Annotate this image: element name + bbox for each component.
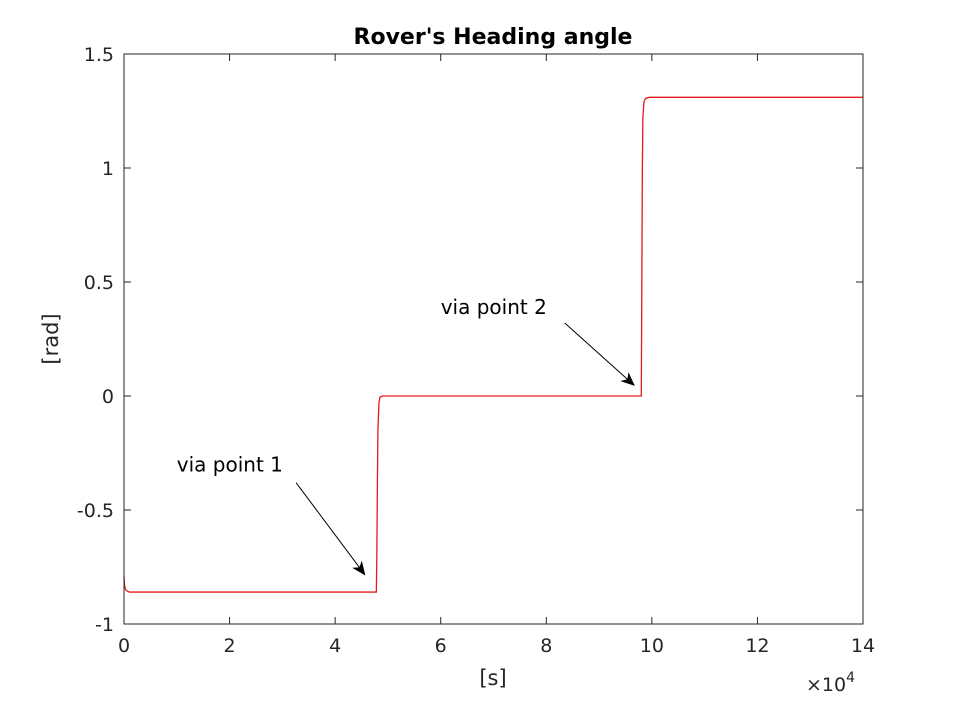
plot-background <box>124 54 863 624</box>
x-axis-ticks: 0 2 4 6 8 10 12 14 <box>118 54 875 657</box>
x-axis-label: [s] <box>479 666 506 690</box>
x-tick-label: 2 <box>224 635 236 657</box>
x-tick-label: 10 <box>640 635 664 657</box>
y-tick-label: 1 <box>102 158 114 180</box>
chart-title: Rover's Heading angle <box>354 25 633 50</box>
y-axis-label: [rad] <box>39 313 63 364</box>
y-tick-label: -0.5 <box>77 500 114 522</box>
x-tick-label: 4 <box>329 635 341 657</box>
annotation-arrow-1 <box>295 482 366 576</box>
x-tick-label: 12 <box>745 635 769 657</box>
x-tick-label: 0 <box>118 635 130 657</box>
x-tick-label: 14 <box>851 635 875 657</box>
x-tick-label: 6 <box>435 635 447 657</box>
y-tick-label: 0.5 <box>84 272 114 294</box>
annotation-arrow-2 <box>564 322 635 386</box>
annotation-label-2: via point 2 <box>441 295 547 319</box>
annotation-label-1: via point 1 <box>177 452 283 476</box>
x-axis-exponent-base: ×10 <box>806 674 846 696</box>
series-layer <box>123 96 863 593</box>
plot-frame <box>123 53 864 625</box>
series-line-0 <box>123 96 863 593</box>
y-axis-ticks: -1 -0.5 0 0.5 1 1.5 <box>77 44 863 636</box>
y-tick-label: -1 <box>95 614 114 636</box>
x-axis-exponent: ×104 <box>806 670 855 696</box>
annotation-layer: via point 1 via point 2 <box>177 295 635 576</box>
x-axis-exponent-power: 4 <box>846 670 855 686</box>
x-tick-label: 8 <box>540 635 552 657</box>
y-tick-label: 0 <box>102 386 114 408</box>
y-tick-label: 1.5 <box>84 44 114 66</box>
